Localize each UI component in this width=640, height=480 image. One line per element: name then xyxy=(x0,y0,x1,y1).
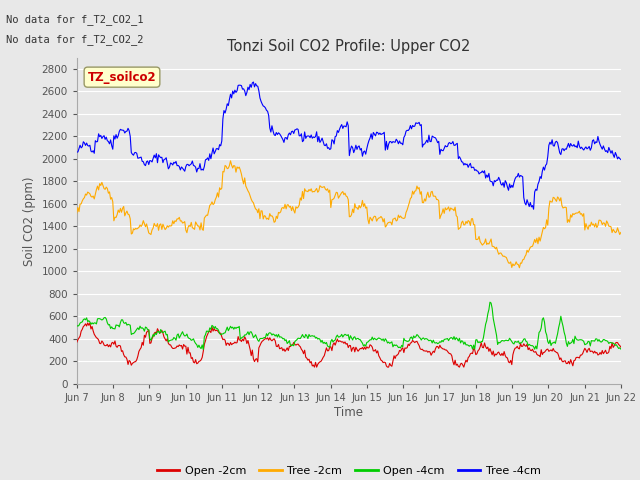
X-axis label: Time: Time xyxy=(334,406,364,419)
Y-axis label: Soil CO2 (ppm): Soil CO2 (ppm) xyxy=(23,176,36,265)
Text: TZ_soilco2: TZ_soilco2 xyxy=(88,71,156,84)
Text: No data for f_T2_CO2_2: No data for f_T2_CO2_2 xyxy=(6,34,144,45)
Legend: Open -2cm, Tree -2cm, Open -4cm, Tree -4cm: Open -2cm, Tree -2cm, Open -4cm, Tree -4… xyxy=(152,461,545,480)
Text: No data for f_T2_CO2_1: No data for f_T2_CO2_1 xyxy=(6,14,144,25)
Title: Tonzi Soil CO2 Profile: Upper CO2: Tonzi Soil CO2 Profile: Upper CO2 xyxy=(227,39,470,54)
